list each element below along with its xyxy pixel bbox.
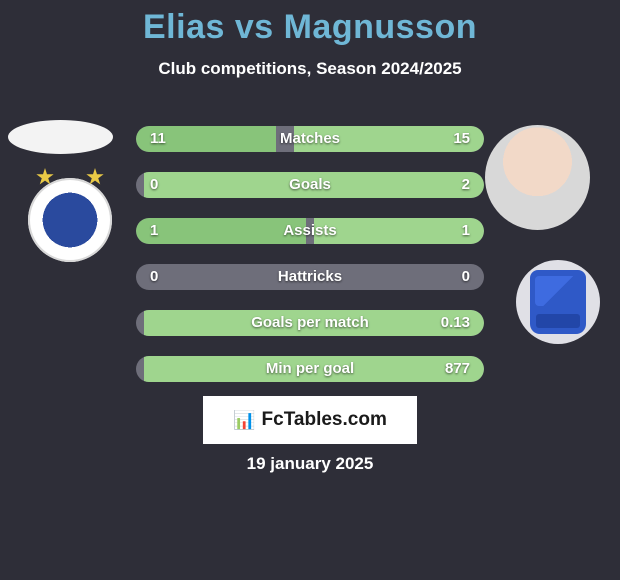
stat-row: 11Assists [136,218,484,244]
stat-label: Goals per match [136,310,484,336]
stat-label: Assists [136,218,484,244]
site-badge: 📊 FcTables.com [203,396,417,444]
subtitle: Club competitions, Season 2024/2025 [0,59,620,79]
stat-label: Min per goal [136,356,484,382]
club-badge-right [516,260,600,344]
club-badge-left [28,178,112,262]
site-icon: 📊 [233,410,255,431]
stat-label: Hattricks [136,264,484,290]
stat-row: 1115Matches [136,126,484,152]
page-title: Elias vs Magnusson [0,0,620,47]
stats-container: 1115Matches 02Goals 11Assists 00Hattricks 0.… [136,126,484,402]
stat-label: Goals [136,172,484,198]
site-label: FcTables.com [262,409,387,431]
stat-row: 0.13Goals per match [136,310,484,336]
stat-row: 02Goals [136,172,484,198]
player-right-avatar [485,125,590,230]
stat-row: 877Min per goal [136,356,484,382]
stat-row: 00Hattricks [136,264,484,290]
player-left-avatar [8,120,113,154]
stat-label: Matches [136,126,484,152]
date-label: 19 january 2025 [0,454,620,474]
club-badge-right-shield [530,270,586,334]
